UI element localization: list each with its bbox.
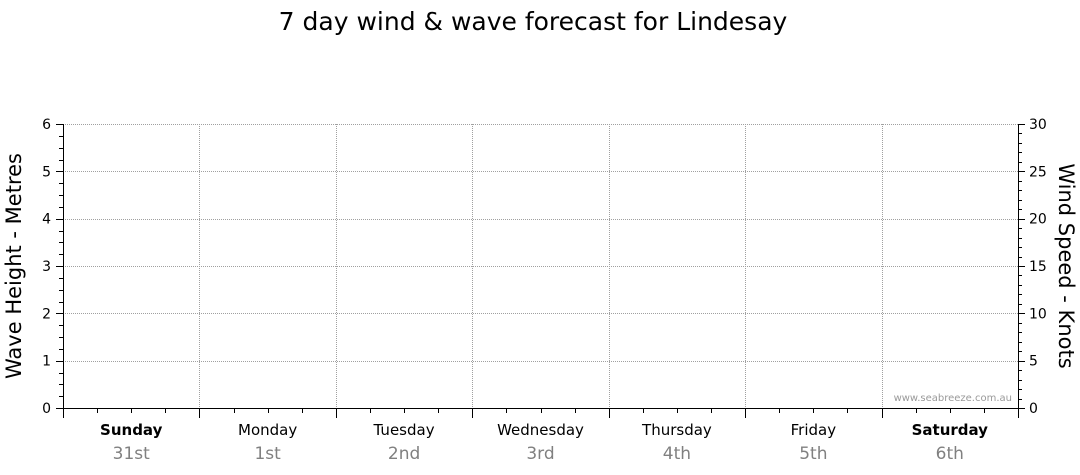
day-label-tuesday: Tuesday (373, 421, 435, 439)
date-label-monday: 1st (254, 444, 281, 464)
tick-label-right: 0 (1029, 401, 1038, 417)
tick-label-left: 1 (42, 354, 51, 370)
date-label-sunday: 31st (113, 444, 150, 464)
tick-label-right: 15 (1029, 259, 1047, 275)
tick-label-left: 4 (42, 212, 51, 228)
tick-label-right: 10 (1029, 306, 1047, 322)
chart-title: 7 day wind & wave forecast for Lindesay (279, 7, 788, 36)
date-label-tuesday: 2nd (388, 444, 420, 464)
date-label-wednesday: 3rd (526, 444, 554, 464)
y-axis-left-title: Wave Height - Metres (2, 153, 26, 379)
tick-label-left: 5 (42, 164, 51, 180)
tick-label-left: 6 (42, 117, 51, 133)
date-label-saturday: 6th (936, 444, 964, 464)
axis-labels: 0 1 2 3 4 5 6 0 5 10 15 20 25 30 Sunday 31st Monday 1st Tu… (42, 117, 1047, 464)
tick-label-right: 25 (1029, 164, 1047, 180)
date-label-friday: 5th (799, 444, 827, 464)
day-label-wednesday: Wednesday (497, 421, 584, 439)
tick-label-right: 5 (1029, 354, 1038, 370)
axes (56, 124, 1025, 418)
tick-label-right: 30 (1029, 117, 1047, 133)
date-label-thursday: 4th (663, 444, 691, 464)
day-label-monday: Monday (238, 421, 297, 439)
grid (63, 124, 1018, 408)
day-label-saturday: Saturday (912, 421, 989, 439)
day-label-friday: Friday (791, 421, 837, 439)
y-axis-right-title: Wind Speed - Knots (1054, 163, 1078, 368)
day-label-thursday: Thursday (641, 421, 712, 439)
watermark: www.seabreeze.com.au (894, 393, 1012, 404)
tick-label-left: 2 (42, 306, 51, 322)
tick-label-left: 3 (42, 259, 51, 275)
tick-label-right: 20 (1029, 212, 1047, 228)
day-label-sunday: Sunday (100, 421, 163, 439)
tick-label-left: 0 (42, 401, 51, 417)
